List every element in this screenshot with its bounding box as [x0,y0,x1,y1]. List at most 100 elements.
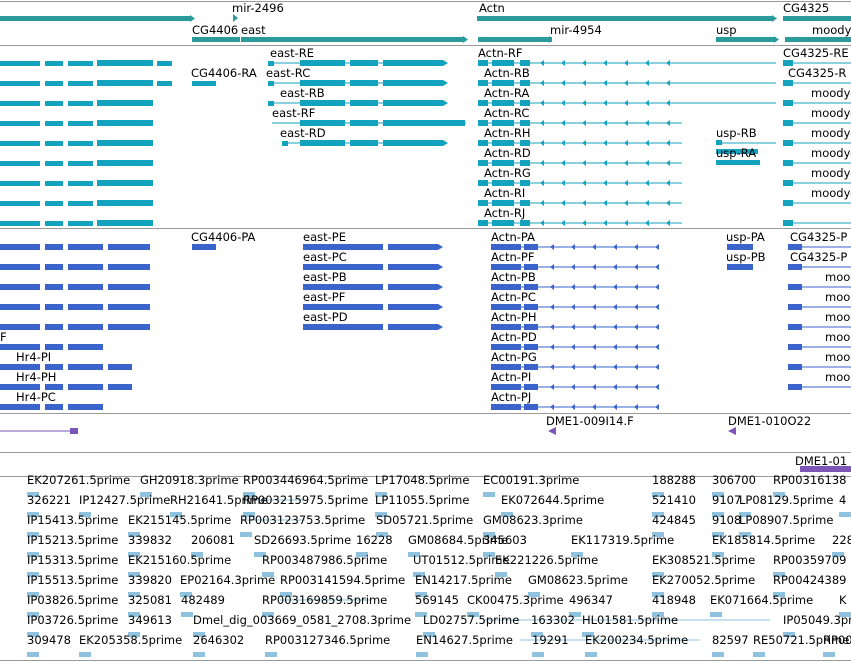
transcript-label[interactable]: Actn-RB [484,66,530,80]
est-glyph[interactable] [739,532,751,537]
est-glyph[interactable] [79,652,91,657]
exon-box[interactable] [716,160,760,165]
exon-box[interactable] [492,220,514,226]
strand-arrow-left[interactable] [634,324,638,330]
strand-arrow-left[interactable] [592,284,596,290]
est-glyph[interactable] [569,612,581,617]
est-glyph[interactable] [712,492,724,497]
strand-arrow-left[interactable] [603,140,607,146]
exon-box[interactable] [727,244,753,250]
exon-box[interactable] [68,201,93,206]
protein-label[interactable]: CG4325-P [790,230,848,244]
exon-box[interactable] [478,200,488,206]
est-label[interactable]: RP003215975.5prime [243,493,369,507]
est-glyph[interactable] [483,552,495,557]
transcript-label[interactable]: Actn-RA [484,86,530,100]
exon-box[interactable] [383,100,443,106]
gene-span[interactable] [785,37,851,42]
transcript-label[interactable]: moody- [811,106,851,120]
est-label[interactable]: 4 [839,493,847,507]
est-glyph[interactable] [128,572,140,577]
strand-arrow-left[interactable] [582,140,586,146]
gene-label-actn[interactable]: Actn [479,1,505,15]
est-label[interactable]: 2282 [832,533,851,547]
exon-box[interactable] [0,81,40,86]
exon-box[interactable] [800,466,851,472]
exon-box[interactable] [491,264,521,270]
est-glyph[interactable] [416,652,428,657]
est-label[interactable]: UT01512.5prime [413,553,510,567]
exon-box[interactable] [68,81,93,86]
protein-label[interactable]: east-PB [303,270,347,284]
exon-box[interactable] [520,140,530,146]
exon-box[interactable] [0,121,40,126]
exon-box[interactable] [783,60,793,66]
exon-box[interactable] [478,160,488,166]
strand-arrow-left[interactable] [592,244,596,250]
protein-label[interactable]: east-PF [303,290,346,304]
est-glyph[interactable] [467,612,479,617]
est-glyph[interactable] [265,652,277,657]
strand-arrow-left[interactable] [540,180,544,186]
exon-box[interactable] [524,364,538,370]
est-glyph[interactable] [128,632,140,637]
exon-box[interactable] [350,140,378,146]
strand-arrow-left[interactable] [540,200,544,206]
strand-arrow-left[interactable] [613,364,617,370]
strand-arrow-left[interactable] [548,427,556,435]
est-glyph[interactable] [193,652,205,657]
exon-box[interactable] [388,244,438,250]
est-glyph[interactable] [773,592,785,597]
protein-label[interactable]: usp-PA [726,230,765,244]
exon-box[interactable] [68,384,103,390]
exon-box[interactable] [68,61,93,66]
strand-arrow-left[interactable] [592,264,596,270]
est-label[interactable]: IP12427.5prime [79,493,171,507]
est-glyph[interactable] [652,492,664,497]
est-label[interactable]: RP003487986.5prime [262,553,388,567]
est-label[interactable]: 9107 [712,493,742,507]
strand-arrow-right[interactable] [233,14,238,22]
est-glyph[interactable] [839,512,851,517]
exon-box[interactable] [303,244,383,250]
strand-arrow-left[interactable] [624,200,628,206]
exon-box[interactable] [45,101,63,106]
exon-box[interactable] [478,180,488,186]
gene-span[interactable] [0,16,190,21]
est-label[interactable]: 16228 [356,533,393,547]
est-glyph[interactable] [501,512,513,517]
est-glyph[interactable] [27,492,39,497]
est-label[interactable]: Dmel_dig_003669_0581_2708.3prime [193,613,412,627]
est-glyph[interactable] [483,532,495,537]
strand-arrow-left[interactable] [571,284,575,290]
insert-label[interactable]: DME1-009I14.F [546,414,634,428]
strand-arrow-left[interactable] [592,404,596,410]
strand-arrow-right[interactable] [190,15,195,22]
est-glyph[interactable] [710,612,722,617]
exon-box[interactable] [492,200,514,206]
est-glyph[interactable] [783,632,795,637]
exon-box[interactable] [97,140,153,146]
strand-arrow-left[interactable] [550,244,554,250]
strand-arrow-right[interactable] [438,264,443,270]
est-glyph[interactable] [180,592,192,597]
est-label[interactable]: EN14627.5prime [416,633,513,647]
est-label[interactable]: 345603 [483,533,527,547]
exon-box[interactable] [788,284,802,290]
exon-box[interactable] [68,244,103,250]
exon-box[interactable] [157,81,172,86]
protein-label[interactable]: CG4406-PA [191,230,256,244]
est-label[interactable]: GM08623.3prime [483,513,583,527]
strand-arrow-left[interactable] [582,180,586,186]
strand-arrow-right[interactable] [772,15,777,22]
exon-box[interactable] [97,100,153,106]
exon-box[interactable] [350,120,378,126]
est-label[interactable]: LP11055.5prime [375,493,470,507]
est-label[interactable]: IP15513.5prime [27,573,119,587]
gene-label-cg4325[interactable]: CG4325 [783,1,830,15]
est-glyph[interactable] [243,512,255,517]
est-label[interactable]: 19291 [532,633,569,647]
exon-box[interactable] [491,344,521,350]
protein-label[interactable]: east-PE [303,230,346,244]
exon-box[interactable] [157,61,172,66]
